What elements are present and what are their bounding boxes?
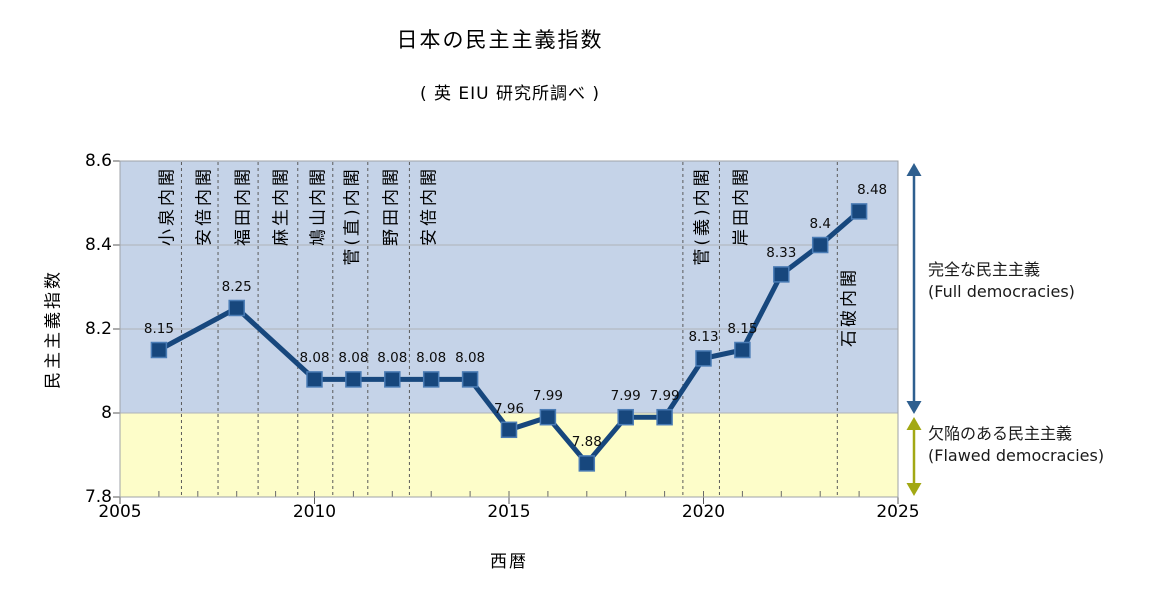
x-axis-label: 西暦 [490,552,528,572]
data-point-marker [773,266,790,283]
cabinet-label: 石破内閣 [839,267,860,347]
cabinet-label: 麻生内閣 [271,166,292,246]
data-point-label: 8.15 [727,321,758,337]
data-point-marker [578,455,596,472]
full-democracies-arrow-head-bottom [906,401,922,414]
data-point-label: 8.48 [857,182,888,199]
chart-title: 日本の民主主義指数 [396,28,604,52]
flawed-democracies-annotation-line1: 欠陥のある民主主義 [928,424,1073,443]
chart-subtitle: ( 英 EIU 研究所調べ ) [419,84,601,104]
y-tick-label: 8 [101,403,112,423]
x-tick-label: 2010 [292,502,337,522]
data-point-label: 8.4 [809,216,831,232]
data-point-marker [811,236,829,254]
flawed-democracies-annotation: 欠陥のある民主主義 (Flawed democracies) [928,423,1104,466]
cabinet-label: 菅(直)内閣 [342,165,363,266]
y-tick-label: 8.2 [84,319,112,339]
full-democracies-band [120,161,898,413]
full-democracies-annotation: 完全な民主主義 (Full democracies) [928,259,1075,302]
y-tick-label: 8.6 [84,151,112,171]
data-point-marker [734,341,751,359]
data-point-label: 7.99 [532,388,563,405]
data-point-marker [656,408,673,426]
data-point-label: 8.25 [221,279,252,295]
full-democracies-annotation-line1: 完全な民主主義 [928,260,1041,279]
data-point-label: 7.96 [493,400,525,417]
full-democracies-annotation-line2: (Full democracies) [928,281,1075,301]
data-point-label: 8.08 [299,350,330,367]
data-point-label: 8.08 [377,350,408,367]
data-point-marker [384,371,401,388]
x-tick-label: 2025 [876,502,920,522]
data-point-marker [150,341,168,359]
plot-border [119,160,899,498]
data-point-marker [228,299,245,317]
data-point-label: 8.08 [338,350,369,367]
data-point-marker [850,203,868,220]
data-point-label: 7.88 [571,434,602,451]
flawed-democracies-annotation-line2: (Flawed democracies) [928,445,1105,465]
data-point-label: 8.33 [766,245,797,262]
cabinet-label: 安倍内閣 [194,166,215,246]
data-point-label: 8.08 [455,350,486,367]
flawed-democracies-arrow-head-top [906,417,922,430]
data-point-marker [695,350,712,367]
data-point-marker [345,371,362,388]
cabinet-label: 安倍内閣 [419,166,440,246]
cabinet-label: 岸田内閣 [731,166,751,246]
x-tick-label: 2015 [487,502,531,522]
data-point-marker [306,371,323,388]
x-tick-label: 2020 [681,502,726,522]
data-point-marker [617,408,634,426]
full-democracies-arrow-head-top [906,163,922,176]
data-point-label: 7.99 [610,388,641,405]
cabinet-label: 福田内閣 [233,166,254,246]
cabinet-label: 小泉内閣 [157,166,178,246]
data-point-marker [461,371,479,388]
flawed-democracies-arrow-head-bottom [906,483,922,496]
cabinet-label: 野田内閣 [381,166,402,246]
data-point-label: 8.15 [143,321,174,337]
y-tick-label: 7.8 [84,487,112,507]
data-point-label: 8.13 [688,329,719,346]
cabinet-label: 菅(義)内閣 [692,165,713,266]
data-point-marker [422,371,440,388]
x-tick-label: 2005 [98,502,142,522]
data-point-label: 8.08 [416,350,447,367]
data-point-marker [539,408,557,426]
data-point-marker [500,421,518,439]
y-tick-label: 8.4 [84,235,112,255]
cabinet-label: 鳩山内閣 [308,166,329,246]
data-point-label: 7.99 [649,388,680,405]
